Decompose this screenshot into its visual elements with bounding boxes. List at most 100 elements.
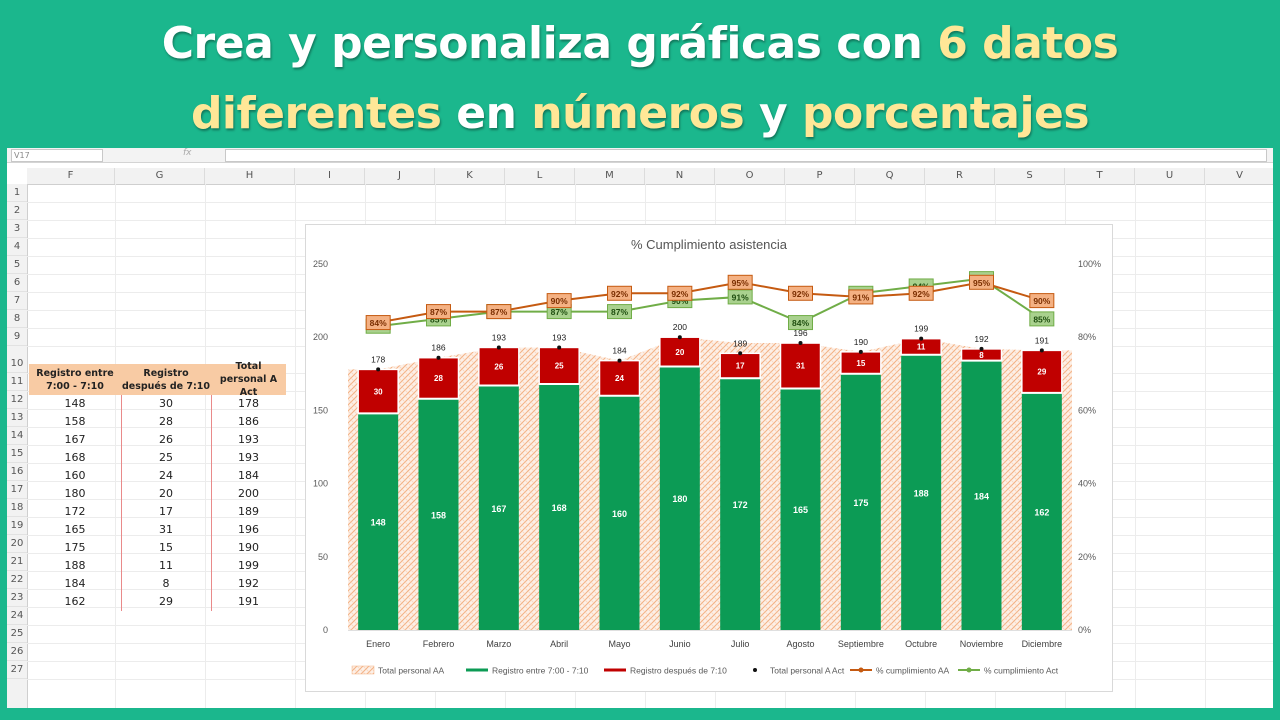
table-cell[interactable]: 184	[238, 469, 259, 482]
legend-label[interactable]: % cumplimiento AA	[876, 666, 950, 676]
bar-registro-despues[interactable]	[719, 352, 761, 379]
table-cell[interactable]: 196	[238, 523, 259, 536]
formula-input[interactable]	[225, 149, 1267, 162]
column-header-n[interactable]: N	[645, 168, 715, 184]
table-cell[interactable]: 30	[159, 397, 173, 410]
row-header-2[interactable]: 2	[7, 202, 27, 220]
table-cell[interactable]: 20	[159, 487, 173, 500]
table-cell[interactable]: 191	[238, 595, 259, 608]
chart[interactable]: % Cumplimiento asistencia 0 50 100 150 200 25…	[305, 224, 1113, 692]
bar-registro-entre[interactable]	[840, 373, 881, 630]
table-cell[interactable]: 17	[159, 505, 173, 518]
bar-registro-entre[interactable]	[659, 366, 700, 630]
table-cell[interactable]: 26	[159, 433, 173, 446]
row-header-1[interactable]: 1	[7, 184, 27, 202]
row-header-20[interactable]: 20	[7, 535, 27, 553]
column-header-j[interactable]: J	[365, 168, 435, 184]
column-header-g[interactable]: G	[115, 168, 205, 184]
bar-registro-entre[interactable]	[780, 388, 821, 630]
row-header-23[interactable]: 23	[7, 589, 27, 607]
bar-registro-despues[interactable]	[478, 346, 520, 387]
table-cell[interactable]: 199	[238, 559, 259, 572]
table-cell[interactable]: 25	[159, 451, 173, 464]
bar-registro-despues[interactable]	[1021, 349, 1063, 394]
name-box[interactable]: V17	[11, 149, 103, 162]
bar-registro-entre[interactable]	[599, 395, 640, 630]
row-header-24[interactable]: 24	[7, 607, 27, 625]
table-cell[interactable]: 15	[159, 541, 173, 554]
table-cell[interactable]: 193	[238, 433, 259, 446]
row-header-17[interactable]: 17	[7, 481, 27, 499]
table-cell[interactable]: 190	[238, 541, 259, 554]
row-header-15[interactable]: 15	[7, 445, 27, 463]
line-pct-act[interactable]	[378, 277, 1043, 328]
bar-registro-despues[interactable]	[659, 336, 701, 368]
row-header-3[interactable]: 3	[7, 220, 27, 238]
bar-registro-entre[interactable]	[539, 384, 580, 630]
bar-registro-entre[interactable]	[478, 385, 519, 630]
table-cell[interactable]: 8	[162, 577, 170, 590]
table-cell[interactable]: 180	[64, 487, 86, 500]
row-header-13[interactable]: 13	[7, 409, 27, 427]
row-header-19[interactable]: 19	[7, 517, 27, 535]
column-header-m[interactable]: M	[575, 168, 645, 184]
table-cell[interactable]: 178	[238, 397, 259, 410]
column-header-v[interactable]: V	[1205, 168, 1273, 184]
table-cell[interactable]: 193	[238, 451, 259, 464]
table-header-total-personal[interactable]: Total personal A Act	[211, 361, 286, 398]
bar-registro-entre[interactable]	[901, 354, 942, 630]
legend-label[interactable]: Registro entre 7:00 - 7:10	[492, 666, 589, 676]
table-cell[interactable]: 160	[64, 469, 86, 482]
table-cell[interactable]: 192	[238, 577, 259, 590]
row-header-26[interactable]: 26	[7, 643, 27, 661]
column-header-u[interactable]: U	[1135, 168, 1205, 184]
column-header-r[interactable]: R	[925, 168, 995, 184]
bar-registro-entre[interactable]	[720, 378, 761, 630]
row-header-22[interactable]: 22	[7, 571, 27, 589]
legend-label[interactable]: Total personal AA	[378, 666, 444, 676]
row-header-6[interactable]: 6	[7, 274, 27, 292]
column-header-l[interactable]: L	[505, 168, 575, 184]
column-header-h[interactable]: H	[205, 168, 295, 184]
row-header-5[interactable]: 5	[7, 256, 27, 274]
row-header-10[interactable]: 10	[7, 346, 27, 373]
legend-label[interactable]: % cumplimiento Act	[984, 666, 1059, 676]
line-pct-aa[interactable]	[377, 281, 1043, 324]
column-header-f[interactable]: F	[27, 168, 115, 184]
row-header-4[interactable]: 4	[7, 238, 27, 256]
table-cell[interactable]: 11	[159, 559, 173, 572]
bar-registro-entre[interactable]	[1021, 392, 1062, 630]
row-header-11[interactable]: 11	[7, 373, 27, 391]
table-cell[interactable]: 165	[64, 523, 86, 536]
table-cell[interactable]: 200	[238, 487, 259, 500]
bar-registro-entre[interactable]	[961, 360, 1002, 630]
table-cell[interactable]: 167	[64, 433, 86, 446]
table-cell[interactable]: 29	[159, 595, 173, 608]
row-header-8[interactable]: 8	[7, 310, 27, 328]
row-header-16[interactable]: 16	[7, 463, 27, 481]
bar-registro-entre[interactable]	[358, 413, 399, 630]
row-header-21[interactable]: 21	[7, 553, 27, 571]
row-header-12[interactable]: 12	[7, 391, 27, 409]
table-cell[interactable]: 172	[64, 505, 86, 518]
legend-label[interactable]: Total personal A Act	[770, 666, 845, 676]
table-header-registro-entre[interactable]: Registro entre 7:00 - 7:10	[29, 364, 121, 395]
table-cell[interactable]: 188	[64, 559, 86, 572]
column-header-o[interactable]: O	[715, 168, 785, 184]
table-header-registro-despues[interactable]: Registro después de 7:10	[121, 364, 211, 395]
column-header-i[interactable]: I	[295, 168, 365, 184]
legend-label[interactable]: Registro después de 7:10	[630, 666, 727, 676]
table-cell[interactable]: 162	[64, 595, 86, 608]
row-header-9[interactable]: 9	[7, 328, 27, 346]
column-header-k[interactable]: K	[435, 168, 505, 184]
table-cell[interactable]: 28	[159, 415, 173, 428]
table-cell[interactable]: 24	[159, 469, 173, 482]
table-cell[interactable]: 168	[64, 451, 86, 464]
table-cell[interactable]: 189	[238, 505, 259, 518]
bar-registro-entre[interactable]	[418, 398, 459, 630]
table-cell[interactable]: 186	[238, 415, 259, 428]
row-header-18[interactable]: 18	[7, 499, 27, 517]
table-cell[interactable]: 175	[64, 541, 86, 554]
column-header-t[interactable]: T	[1065, 168, 1135, 184]
